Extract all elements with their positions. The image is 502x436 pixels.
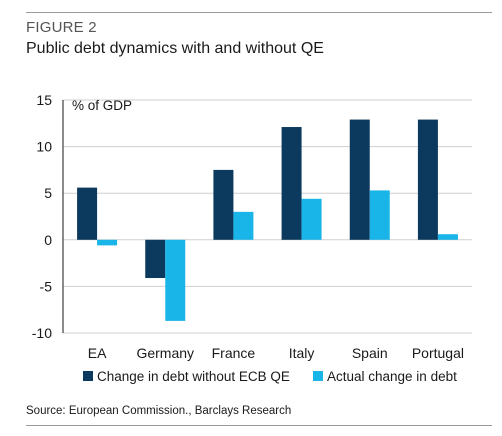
bar-actual-france (233, 211, 254, 240)
bar-actual-germany (165, 239, 186, 321)
legend-swatch (83, 371, 93, 381)
legend: Change in debt without ECB QE Actual chan… (83, 369, 457, 384)
y-tick-label: 5 (44, 185, 52, 201)
figure-label: FIGURE 2 (26, 19, 97, 36)
axis-layer: 15 10 5 0 -5 -10 % of GDP EA Germany France Italy S… (32, 92, 464, 361)
x-category-label: EA (88, 345, 107, 361)
x-category-label: Spain (352, 345, 388, 361)
bar-without-qe-portugal (417, 119, 438, 240)
bottom-divider (26, 425, 492, 426)
bar-without-qe-ea (77, 187, 98, 240)
bar-actual-italy (301, 198, 322, 240)
x-category-label: Portugal (412, 345, 464, 361)
bar-actual-ea (97, 239, 118, 246)
chart-title: Public debt dynamics with and without QE (26, 40, 324, 57)
top-divider (26, 12, 492, 13)
legend-swatch (313, 371, 323, 381)
bar-actual-spain (369, 190, 390, 240)
grid-layer (63, 99, 472, 334)
bar-without-qe-france (213, 169, 234, 240)
source-note: Source: European Commission., Barclays R… (26, 405, 292, 417)
bar-layer (77, 119, 458, 321)
legend-label: Actual change in debt (327, 369, 457, 384)
y-tick-label: 15 (36, 92, 52, 108)
bar-actual-portugal (437, 234, 458, 240)
y-tick-label: -5 (40, 278, 53, 294)
x-category-label: Italy (289, 345, 315, 361)
y-tick-label: 0 (44, 232, 52, 248)
y-axis-label: % of GDP (72, 98, 132, 113)
y-tick-label: -10 (32, 325, 52, 341)
x-category-label: France (212, 345, 256, 361)
bar-without-qe-spain (349, 119, 370, 240)
y-tick-label: 10 (36, 139, 52, 155)
bar-without-qe-germany (145, 239, 166, 279)
legend-label: Change in debt without ECB QE (97, 369, 290, 384)
x-category-label: Germany (136, 345, 194, 361)
bar-without-qe-italy (281, 127, 302, 240)
